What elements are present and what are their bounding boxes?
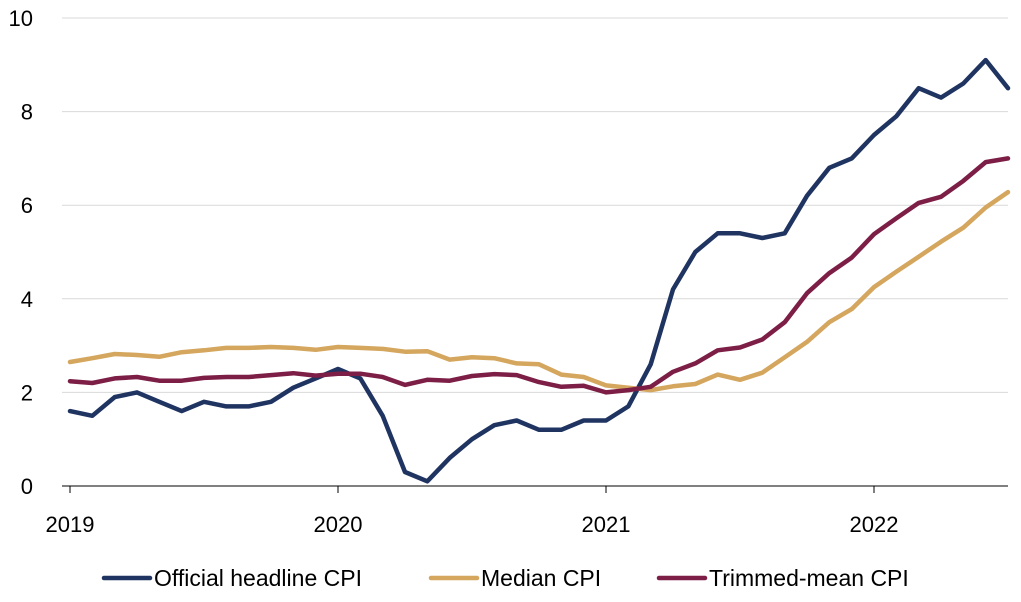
series-line-official-headline-cpi bbox=[67, 57, 1011, 484]
x-tick-label: 2022 bbox=[850, 512, 899, 537]
x-tick-label: 2021 bbox=[582, 512, 631, 537]
series-lines bbox=[67, 57, 1011, 484]
y-axis-tick-labels: 0 2 4 6 8 10 bbox=[9, 6, 33, 499]
y-tick-label: 10 bbox=[9, 6, 33, 31]
series-line-median-cpi bbox=[67, 189, 1011, 393]
x-tick-label: 2020 bbox=[314, 512, 363, 537]
y-tick-label: 0 bbox=[21, 474, 33, 499]
gridlines bbox=[62, 17, 1008, 393]
legend-label: Trimmed-mean CPI bbox=[709, 565, 909, 591]
y-tick-label: 4 bbox=[21, 287, 33, 312]
y-tick-label: 6 bbox=[21, 193, 33, 218]
x-axis-ticks: 2019 2020 2021 2022 bbox=[46, 486, 899, 537]
legend-label: Median CPI bbox=[481, 565, 601, 591]
legend: Official headline CPI Median CPI Trimmed-m… bbox=[101, 565, 909, 591]
series-line-trimmed-mean-cpi bbox=[67, 156, 1011, 395]
legend-label: Official headline CPI bbox=[154, 565, 362, 591]
y-tick-label: 8 bbox=[21, 100, 33, 125]
x-tick-label: 2019 bbox=[46, 512, 95, 537]
y-tick-label: 2 bbox=[21, 380, 33, 405]
